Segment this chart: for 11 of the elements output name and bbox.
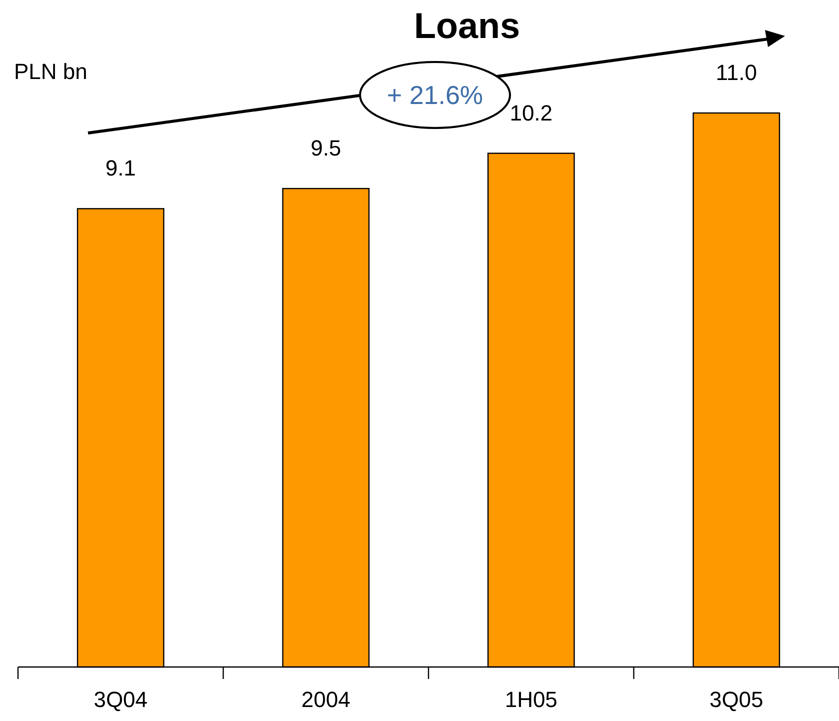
x-tick-label: 1H05: [504, 687, 558, 712]
chart-title: Loans: [414, 5, 520, 46]
data-label: 9.5: [310, 136, 342, 161]
data-label: 9.1: [105, 156, 136, 181]
x-tick-label: 2004: [301, 687, 350, 712]
text: + 21.6%: [386, 80, 484, 110]
y-axis-title: PLN bn: [14, 59, 88, 84]
x-tick-label: 3Q05: [709, 687, 764, 712]
data-label: 11.0: [716, 60, 757, 85]
data-label: 10.2: [510, 100, 553, 126]
x-tick-label: 3Q04: [94, 687, 148, 712]
